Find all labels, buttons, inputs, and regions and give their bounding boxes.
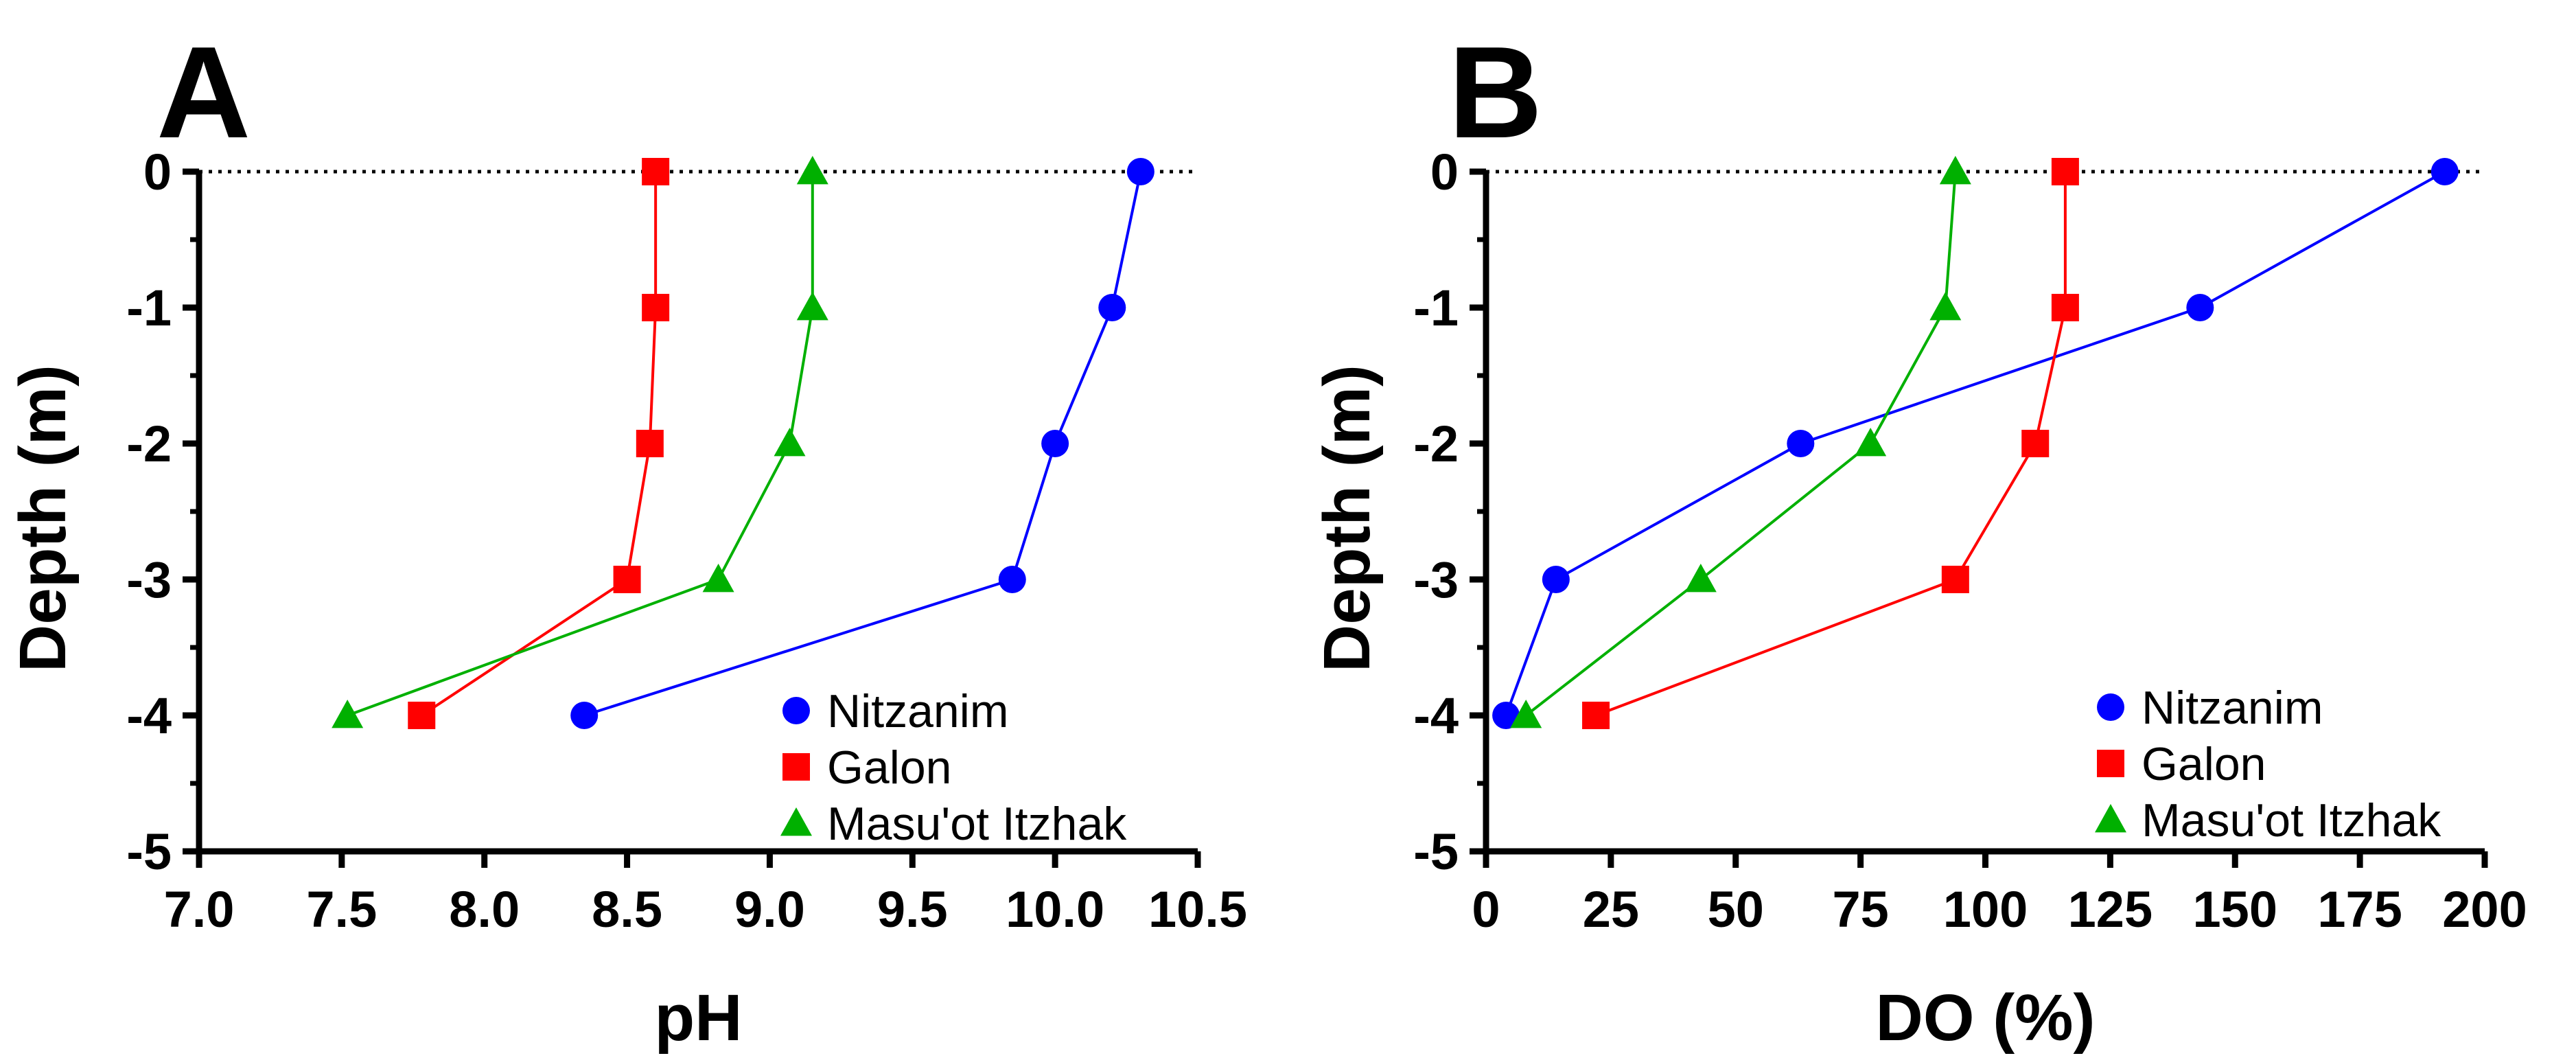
x-tick-label: 7.0 [164, 881, 235, 938]
legend-marker-nitzanim [2097, 693, 2124, 721]
data-point-nitzanim [2186, 294, 2214, 321]
data-point-masu-ot-itzhak [332, 700, 364, 728]
series-masu-ot-itzhak [1510, 156, 1971, 728]
data-point-nitzanim [1041, 430, 1069, 457]
x-tick-label: 100 [1943, 881, 2028, 938]
series-masu-ot-itzhak [332, 156, 828, 728]
legend-label-masu-ot-itzhak: Masu'ot Itzhak [827, 798, 1127, 850]
x-tick-label: 25 [1583, 881, 1639, 938]
series-line-masu-ot-itzhak [347, 172, 814, 717]
data-point-galon [2051, 294, 2079, 321]
series-line-galon [421, 172, 658, 717]
x-tick-label: 125 [2068, 881, 2153, 938]
legend-marker-nitzanim [782, 697, 810, 724]
x-tick-label: 8.5 [592, 881, 662, 938]
y-tick-label: -1 [1413, 279, 1459, 336]
data-point-masu-ot-itzhak [774, 428, 806, 457]
y-tick-label: -2 [1413, 415, 1459, 472]
series-line-nitzanim [1505, 170, 2446, 716]
data-point-masu-ot-itzhak [702, 564, 734, 593]
data-point-nitzanim [1787, 430, 1815, 457]
data-point-masu-ot-itzhak [796, 156, 828, 185]
panel-label: B [1448, 20, 1542, 165]
series-nitzanim [1492, 158, 2459, 729]
x-tick-label: 8.0 [449, 881, 520, 938]
x-tick-label: 9.0 [734, 881, 805, 938]
data-point-nitzanim [1126, 158, 1154, 185]
series-nitzanim [570, 158, 1154, 729]
legend-label-galon: Galon [2142, 738, 2266, 790]
x-tick-label: 75 [1832, 881, 1888, 938]
x-axis-title: DO (%) [1876, 981, 2096, 1055]
data-point-galon [2021, 430, 2050, 457]
data-point-nitzanim [1098, 294, 1126, 321]
data-point-nitzanim [570, 702, 599, 729]
series-line-masu-ot-itzhak [1524, 171, 1957, 717]
series-line-galon [1595, 172, 2067, 717]
data-point-galon [2051, 158, 2079, 185]
data-point-galon [636, 430, 664, 457]
legend-marker-galon [2097, 750, 2124, 777]
x-tick-label: 50 [1708, 881, 1764, 938]
x-tick-label: 9.5 [877, 881, 948, 938]
y-tick-label: -3 [126, 551, 172, 608]
data-point-nitzanim [1542, 566, 1570, 593]
y-tick-label: -5 [126, 823, 172, 880]
y-axis-title: Depth (m) [6, 365, 80, 672]
data-point-galon [642, 294, 670, 321]
legend-label-nitzanim: Nitzanim [827, 685, 1009, 737]
data-point-masu-ot-itzhak [1929, 292, 1962, 321]
data-point-galon [642, 158, 670, 185]
y-tick-label: -1 [126, 279, 172, 336]
legend-marker-masu-ot-itzhak [780, 807, 812, 836]
x-tick-label: 0 [1472, 881, 1500, 938]
x-tick-label: 7.5 [306, 881, 377, 938]
data-point-masu-ot-itzhak [1855, 428, 1887, 457]
legend-marker-masu-ot-itzhak [2095, 804, 2126, 833]
y-tick-label: -5 [1413, 823, 1459, 880]
y-tick-label: -4 [1413, 687, 1459, 744]
data-point-galon [613, 566, 641, 593]
data-point-galon [1941, 566, 1969, 593]
series-galon [408, 158, 670, 729]
data-point-nitzanim [1492, 702, 1520, 729]
legend-label-galon: Galon [827, 741, 951, 794]
data-point-masu-ot-itzhak [1939, 156, 1971, 185]
series-galon [1582, 158, 2079, 729]
x-tick-label: 150 [2193, 881, 2277, 938]
panel-a: A0 -1 -2 -3 -4 -57.0 7.5 8.0 8.5 9.0 9.5 10.0 10.5 pH… [6, 20, 1247, 1055]
y-tick-label: 0 [1430, 143, 1459, 200]
x-tick-label: 200 [2442, 881, 2527, 938]
legend-label-masu-ot-itzhak: Masu'ot Itzhak [2142, 794, 2441, 847]
data-point-galon [408, 702, 436, 729]
data-point-galon [1582, 702, 1610, 729]
legend-label-nitzanim: Nitzanim [2142, 682, 2323, 734]
data-point-masu-ot-itzhak [796, 292, 828, 321]
data-point-nitzanim [998, 566, 1026, 593]
legend-marker-galon [782, 753, 810, 781]
panel-label: A [156, 20, 251, 165]
y-tick-label: -3 [1413, 551, 1459, 608]
data-point-nitzanim [2430, 158, 2459, 185]
data-point-masu-ot-itzhak [1684, 564, 1717, 593]
x-tick-label: 10.0 [1006, 881, 1104, 938]
data-point-masu-ot-itzhak [1510, 700, 1542, 728]
y-axis-title: Depth (m) [1310, 365, 1384, 672]
x-axis-title: pH [655, 981, 743, 1055]
x-tick-label: 10.5 [1148, 881, 1247, 938]
y-tick-label: 0 [143, 143, 172, 200]
x-tick-label: 175 [2317, 881, 2402, 938]
y-tick-label: -2 [126, 415, 172, 472]
y-tick-label: -4 [126, 687, 172, 744]
